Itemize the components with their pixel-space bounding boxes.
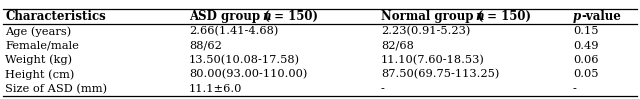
Text: -: - [573,84,577,94]
Text: 11.1±6.0: 11.1±6.0 [189,84,242,94]
Text: = 150): = 150) [483,10,531,23]
Text: Female/male: Female/male [5,41,79,51]
Text: n: n [262,10,271,23]
Text: 2.66(1.41-4.68): 2.66(1.41-4.68) [189,26,278,37]
Text: 82/68: 82/68 [381,41,413,51]
Text: Age (years): Age (years) [5,26,72,37]
Text: 0.15: 0.15 [573,26,598,36]
Text: 80.00(93.00-110.00): 80.00(93.00-110.00) [189,69,307,80]
Text: Weight (kg): Weight (kg) [5,55,72,65]
Text: -value: -value [581,10,621,23]
Text: ASD group (: ASD group ( [189,10,269,23]
Text: 0.06: 0.06 [573,55,598,65]
Text: 87.50(69.75-113.25): 87.50(69.75-113.25) [381,69,499,80]
Text: Size of ASD (mm): Size of ASD (mm) [5,84,108,94]
Text: 0.49: 0.49 [573,41,598,51]
Text: -: - [381,84,385,94]
Text: 2.23(0.91-5.23): 2.23(0.91-5.23) [381,26,470,37]
Text: 88/62: 88/62 [189,41,221,51]
Text: p: p [573,10,581,23]
Text: Normal group (: Normal group ( [381,10,483,23]
Text: Height (cm): Height (cm) [5,69,74,80]
Text: 13.50(10.08-17.58): 13.50(10.08-17.58) [189,55,300,65]
Text: n: n [476,10,484,23]
Text: 11.10(7.60-18.53): 11.10(7.60-18.53) [381,55,484,65]
Text: 0.05: 0.05 [573,69,598,79]
Text: Characteristics: Characteristics [5,10,106,23]
Text: = 150): = 150) [270,10,318,23]
